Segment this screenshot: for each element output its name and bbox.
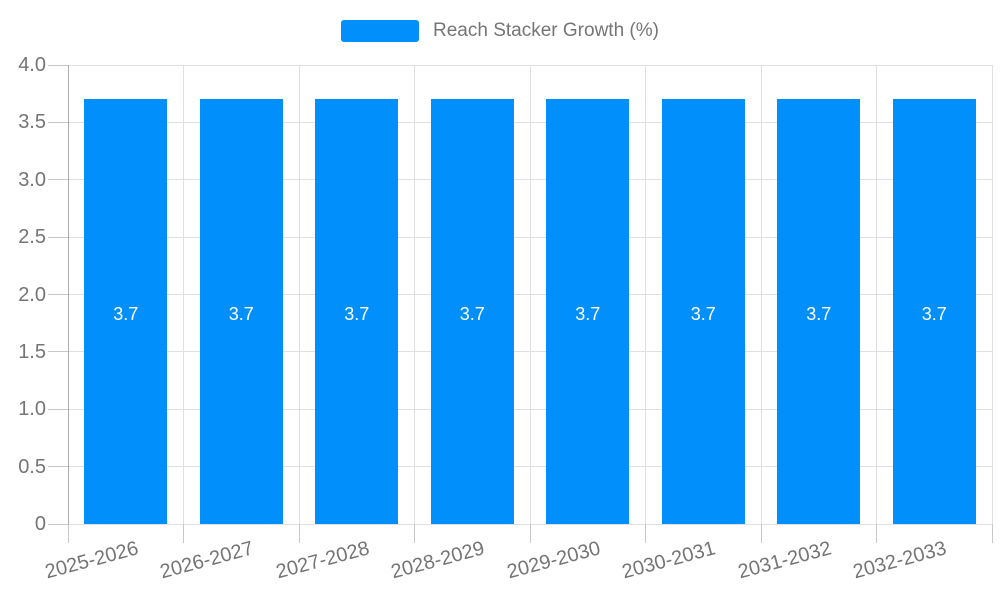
y-axis-tick [48, 351, 68, 353]
y-axis-label: 3.5 [18, 111, 46, 134]
x-axis-tick [414, 524, 415, 543]
bar[interactable] [892, 99, 976, 524]
x-gridline [414, 65, 415, 524]
bar[interactable] [777, 99, 861, 524]
x-gridline [876, 65, 877, 524]
x-axis-tick [876, 524, 877, 543]
y-axis-tick [48, 408, 68, 410]
y-axis-label: 0 [34, 513, 46, 535]
bar[interactable] [199, 99, 283, 524]
x-gridline [183, 65, 184, 524]
y-axis-tick [48, 466, 68, 468]
x-axis-tick [991, 524, 993, 543]
bar-value-label: 3.7 [113, 303, 139, 324]
x-gridline [645, 65, 646, 524]
bar-value-label: 3.7 [690, 303, 716, 324]
x-axis-tick [67, 524, 69, 543]
x-gridline [760, 65, 762, 524]
x-axis-tick [298, 524, 300, 543]
bar[interactable] [315, 99, 399, 524]
y-axis-label: 1.0 [18, 398, 46, 421]
bar[interactable] [661, 99, 745, 524]
bar[interactable] [430, 99, 514, 524]
bar[interactable] [84, 99, 168, 524]
bar-value-label: 3.7 [575, 303, 601, 324]
legend-item[interactable]: Reach Stacker Growth (%) [0, 20, 1000, 42]
y-axis-label: 4.0 [18, 54, 46, 76]
y-axis-label: 2.5 [18, 226, 46, 249]
y-axis-tick [48, 121, 68, 123]
legend-label: Reach Stacker Growth (%) [433, 20, 659, 41]
bar-value-label: 3.7 [228, 303, 254, 324]
x-gridline [529, 65, 531, 524]
y-axis-label: 0.5 [18, 455, 46, 478]
bar[interactable] [546, 99, 630, 524]
x-axis-tick [529, 524, 531, 543]
y-axis-label: 1.5 [18, 340, 46, 363]
x-gridline [991, 65, 993, 524]
legend-swatch [341, 20, 420, 42]
bar-value-label: 3.7 [806, 303, 832, 324]
y-axis-tick [48, 179, 68, 181]
x-axis-tick [183, 524, 184, 543]
y-axis-tick [48, 294, 68, 295]
y-axis-label: 2.0 [18, 283, 46, 306]
y-axis-tick [48, 523, 68, 525]
y-axis-label: 3.0 [18, 168, 46, 191]
y-axis-tick [48, 64, 68, 66]
x-gridline [298, 65, 300, 524]
bar-value-label: 3.7 [921, 303, 947, 324]
bar-value-label: 3.7 [459, 303, 485, 324]
y-axis-tick [48, 236, 68, 238]
x-axis-tick [645, 524, 646, 543]
bar-value-label: 3.7 [344, 303, 370, 324]
x-axis-tick [760, 524, 762, 543]
y-axis-line [67, 65, 69, 524]
